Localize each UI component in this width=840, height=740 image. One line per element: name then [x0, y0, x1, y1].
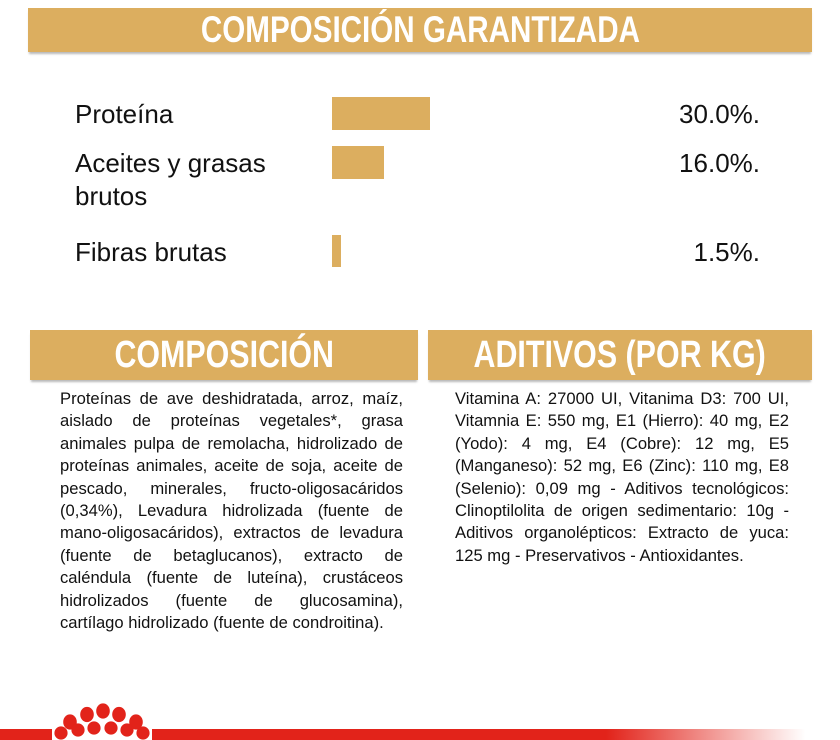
nutrient-label-fiber: Fibras brutas — [75, 237, 227, 267]
nutrient-value-fiber: 1.5%. — [693, 237, 761, 267]
additives-section-banner: ADITIVOS (POR KG) — [428, 330, 812, 380]
composition-text: Proteínas de ave deshidratada, arroz, ma… — [60, 389, 403, 633]
page-title: COMPOSICIÓN GARANTIZADA — [200, 9, 640, 50]
royal-canin-crown-icon — [54, 703, 150, 740]
nutrient-bar-fiber — [332, 235, 341, 267]
additives-section-title: ADITIVOS (POR KG) — [473, 333, 767, 376]
nutrient-value-protein: 30.0%. — [679, 99, 760, 129]
header-banner: COMPOSICIÓN GARANTIZADA — [28, 8, 812, 52]
composition-section-banner: COMPOSICIÓN — [30, 330, 418, 380]
composition-section-title: COMPOSICIÓN — [114, 333, 334, 376]
nutrient-label-protein: Proteína — [75, 99, 174, 129]
nutrient-value-fats: 16.0%. — [679, 148, 760, 178]
nutrient-bar-fats — [332, 146, 385, 179]
footer-red-band-left — [0, 729, 52, 740]
additives-text: Vitamina A: 27000 UI, Vitanima D3: 700 U… — [455, 389, 789, 565]
footer-red-band-right — [152, 729, 840, 740]
nutrient-label-fats: Aceites y grasas brutos — [75, 148, 266, 211]
nutrient-bar-protein — [332, 97, 430, 130]
